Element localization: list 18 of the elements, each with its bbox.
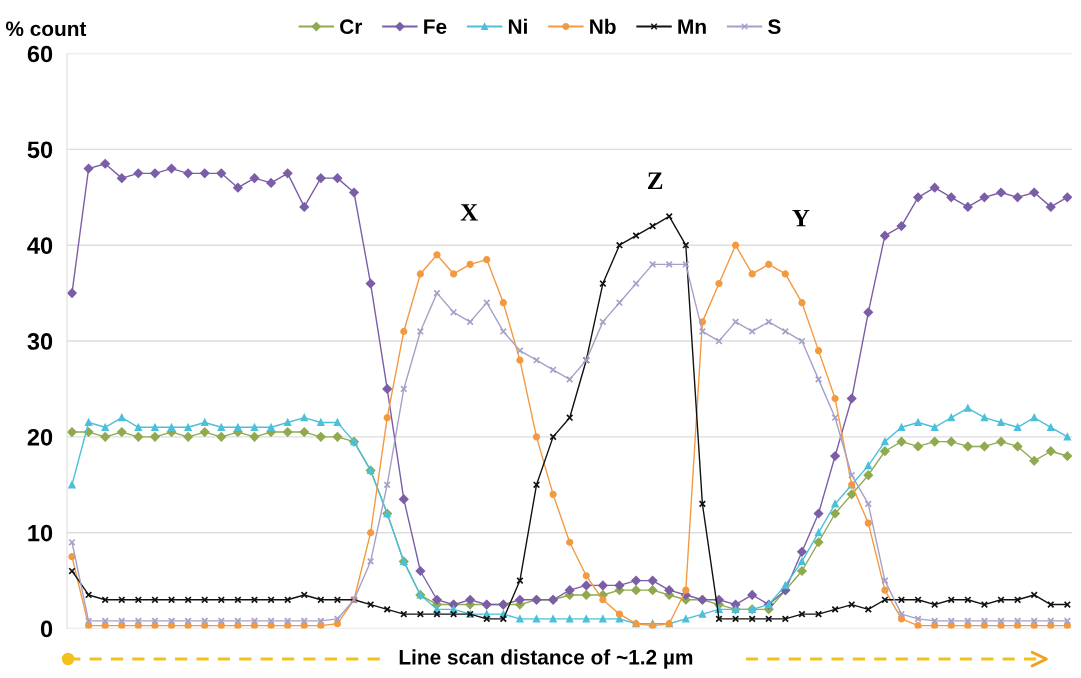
legend-label: Nb — [590, 18, 616, 35]
y-tick-label: 20 — [27, 428, 53, 446]
legend-label: Fe — [424, 19, 447, 35]
y-tick-label: 30 — [27, 333, 53, 350]
y-tick-label: 50 — [27, 141, 53, 159]
y-tick-label: 60 — [27, 45, 53, 63]
y-tick-label: 0 — [40, 620, 53, 638]
annotation: Z — [648, 172, 663, 189]
legend-label: Ni — [508, 18, 527, 34]
y-axis-title: % count — [5, 21, 87, 37]
legend-label: Cr — [340, 19, 363, 35]
legend-label: Mn — [678, 19, 706, 34]
legend-label: S — [768, 19, 781, 35]
y-tick-label: 40 — [27, 237, 53, 254]
y-tick-label: 10 — [28, 524, 53, 542]
x-axis-title: Line scan distance of ~1.2 µm — [399, 649, 693, 669]
annotation: X — [460, 204, 478, 221]
annotation: Y — [792, 209, 810, 227]
